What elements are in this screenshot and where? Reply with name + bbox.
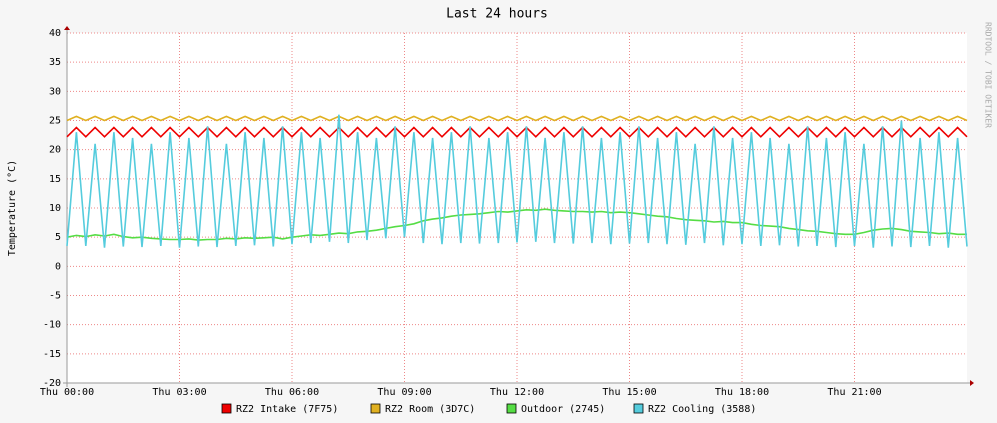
y-tick-label: 30 bbox=[49, 86, 61, 97]
legend-label: RZ2 Room (3D7C) bbox=[385, 404, 475, 415]
y-tick-label: 10 bbox=[49, 203, 61, 214]
y-tick-label: 15 bbox=[49, 174, 61, 185]
y-tick-label: 35 bbox=[49, 57, 61, 68]
y-tick-label: 40 bbox=[49, 28, 61, 39]
y-tick-label: -5 bbox=[49, 291, 61, 302]
y-tick-label: -15 bbox=[43, 349, 61, 360]
y-tick-label: -20 bbox=[43, 378, 61, 389]
x-tick-label: Thu 03:00 bbox=[152, 387, 206, 398]
x-tick-label: Thu 18:00 bbox=[715, 387, 769, 398]
y-axis-arrow bbox=[64, 26, 70, 30]
y-tick-label: 25 bbox=[49, 116, 61, 127]
series-line bbox=[66, 114, 968, 248]
series-line bbox=[66, 115, 968, 122]
legend-label: RZ2 Intake (7F75) bbox=[236, 404, 338, 415]
x-tick-label: Thu 09:00 bbox=[377, 387, 431, 398]
x-tick-label: Thu 15:00 bbox=[602, 387, 656, 398]
x-tick-label: Thu 06:00 bbox=[265, 387, 319, 398]
x-axis-arrow bbox=[970, 380, 974, 386]
legend-label: RZ2 Cooling (3588) bbox=[648, 404, 756, 415]
legend-swatch bbox=[506, 403, 517, 414]
x-tick-label: Thu 21:00 bbox=[827, 387, 881, 398]
y-axis-label: Temperature (°C) bbox=[7, 160, 18, 256]
y-tick-label: 0 bbox=[55, 261, 61, 272]
legend-swatch bbox=[370, 403, 381, 414]
legend-label: Outdoor (2745) bbox=[521, 404, 605, 415]
chart-title: Last 24 hours bbox=[446, 7, 548, 22]
legend-swatch bbox=[221, 403, 232, 414]
series-line bbox=[66, 126, 968, 138]
y-tick-label: -10 bbox=[43, 320, 61, 331]
x-tick-label: Thu 12:00 bbox=[490, 387, 544, 398]
x-tick-label: Thu 00:00 bbox=[40, 387, 94, 398]
y-tick-label: 20 bbox=[49, 145, 61, 156]
y-tick-label: 5 bbox=[55, 232, 61, 243]
legend-swatch bbox=[633, 403, 644, 414]
side-label: RRDTOOL / TOBI OETIKER bbox=[984, 22, 993, 128]
